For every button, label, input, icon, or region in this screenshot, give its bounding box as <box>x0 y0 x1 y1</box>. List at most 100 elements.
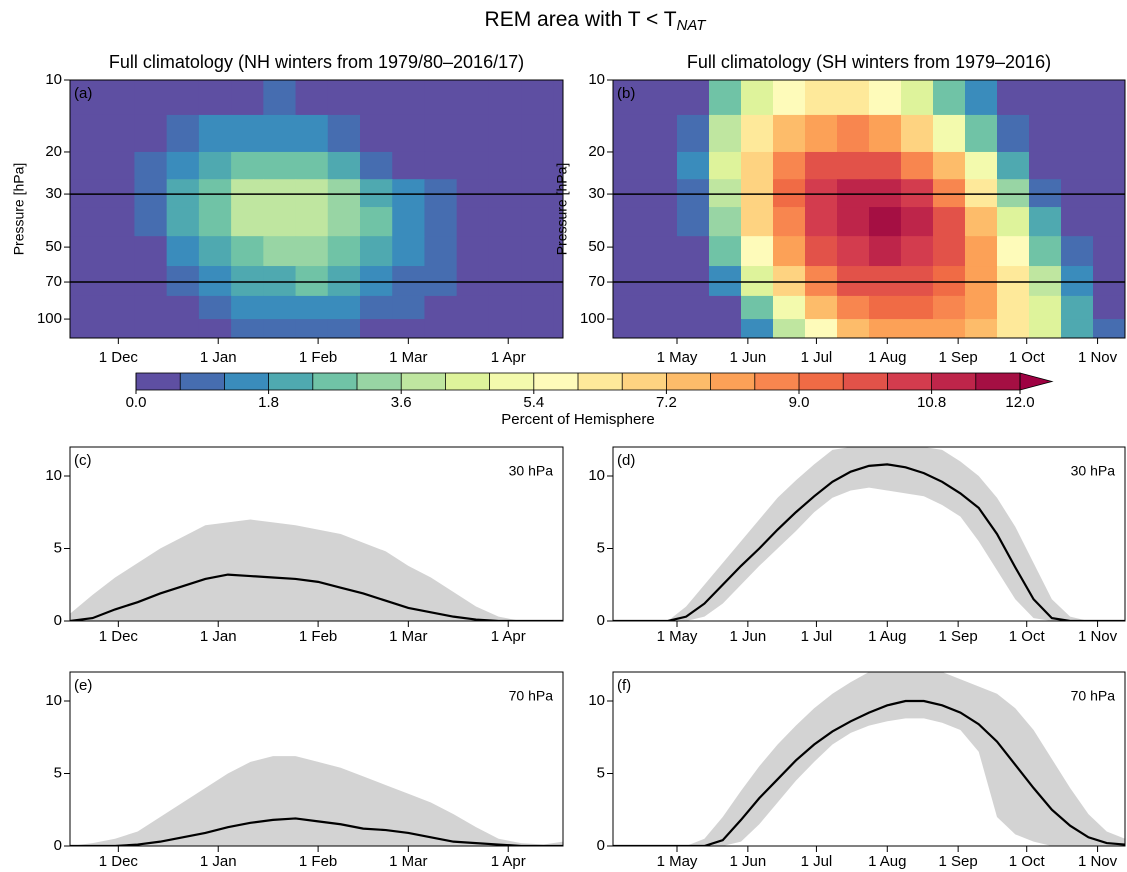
colorbar-band <box>357 373 402 390</box>
plot-area <box>613 447 1125 621</box>
panel-annotation: 30 hPa <box>1071 463 1116 479</box>
contour-cell <box>488 319 522 338</box>
contour-cell <box>198 151 232 180</box>
colorbar-tick-label: 7.2 <box>656 394 677 411</box>
contour-cell <box>965 319 998 338</box>
contour-cell <box>360 207 393 237</box>
contour-cell <box>521 295 554 320</box>
colorbar-tick-label: 12.0 <box>1005 394 1034 411</box>
contour-cell <box>741 319 774 338</box>
colorbar-band <box>136 373 181 390</box>
contour-cell <box>709 236 742 267</box>
contour-cell <box>997 236 1030 267</box>
contour-cell <box>456 207 490 237</box>
contour-cell <box>1093 114 1125 153</box>
contour-cell <box>231 151 264 180</box>
contour-cell <box>677 207 710 237</box>
y-tick-label: 10 <box>588 692 605 709</box>
x-tick-label: 1 Mar <box>389 853 427 870</box>
contour-cell <box>901 151 934 180</box>
contour-cell <box>709 80 742 116</box>
y-tick-label: 100 <box>37 310 62 327</box>
contour-cell <box>773 319 806 338</box>
x-tick-label: 1 Dec <box>99 349 139 366</box>
contour-cell <box>327 114 361 153</box>
y-tick-label: 50 <box>588 238 605 255</box>
colorbar-tick-label: 5.4 <box>523 394 544 411</box>
contour-cell <box>70 80 103 116</box>
contour-cell <box>869 266 902 297</box>
contour-cell <box>166 236 200 267</box>
contour-cell <box>134 266 168 297</box>
contour-cell <box>263 80 297 116</box>
contour-cell <box>488 80 522 116</box>
x-tick-label: 1 Feb <box>299 853 337 870</box>
contour-cell <box>456 295 490 320</box>
y-tick-label: 20 <box>588 143 605 160</box>
mean-line <box>70 817 563 846</box>
contour-cell <box>837 207 870 237</box>
contour-cell <box>102 207 136 237</box>
contour-cell <box>456 266 490 297</box>
contour-cell <box>263 266 297 297</box>
contour-cell <box>773 80 806 116</box>
contour-cell <box>424 151 458 180</box>
contour-cell <box>521 319 554 338</box>
x-tick-label: 1 May <box>657 349 698 366</box>
y-tick-label: 30 <box>588 185 605 202</box>
contour-cell <box>997 151 1030 180</box>
range-band <box>613 672 1125 846</box>
contour-cell <box>613 266 646 297</box>
contour-cell <box>231 80 264 116</box>
contour-cell <box>1029 319 1062 338</box>
contour-cell <box>392 295 426 320</box>
panel-annotation: 70 hPa <box>509 688 554 704</box>
plot-frame <box>612 671 1126 847</box>
x-tick-label: 1 Dec <box>99 853 139 870</box>
y-tick-label: 10 <box>588 71 605 88</box>
panel-label: (e) <box>74 677 92 694</box>
contour-cell <box>327 266 361 297</box>
contour-cell <box>295 266 329 297</box>
contour-cell <box>837 114 870 153</box>
contour-cell <box>521 236 554 267</box>
colorbar-band <box>445 373 490 390</box>
y-tick-label: 10 <box>45 467 62 484</box>
contour-cell <box>488 236 522 267</box>
plot-frame <box>69 671 564 847</box>
contour-cell <box>1061 266 1094 297</box>
contour-cell <box>837 236 870 267</box>
contour-cell <box>231 114 264 153</box>
contour-cell <box>102 80 136 116</box>
contour-cell <box>741 236 774 267</box>
plot-area <box>613 672 1125 846</box>
x-tick-label: 1 May <box>657 853 698 870</box>
x-tick-label: 1 Oct <box>1009 349 1046 366</box>
contour-cell <box>1061 295 1094 320</box>
y-tick-label: 0 <box>54 612 62 629</box>
contour-cell <box>613 114 646 153</box>
y-tick-label: 20 <box>45 143 62 160</box>
colorbar-band <box>799 373 844 390</box>
mean-line <box>613 463 1125 621</box>
panel-label: (b) <box>617 85 635 102</box>
colorbar-band <box>887 373 932 390</box>
panel-label: (d) <box>617 452 635 469</box>
contour-cell <box>645 236 678 267</box>
colorbar-label: Percent of Hemisphere <box>501 411 654 428</box>
contour-cell <box>102 266 136 297</box>
contour-cell <box>456 319 490 338</box>
contour-cell <box>102 319 136 338</box>
contour-cell <box>741 80 774 116</box>
contour-cell <box>933 266 966 297</box>
contour-cell <box>773 207 806 237</box>
contour-cell <box>102 295 136 320</box>
contour-cell <box>456 114 490 153</box>
contour-cell <box>360 114 393 153</box>
x-tick-label: 1 Apr <box>491 349 526 366</box>
contour-cell <box>613 80 646 116</box>
x-tick-label: 1 Aug <box>868 349 906 366</box>
x-tick-label: 1 Feb <box>299 628 337 645</box>
contour-cell <box>869 207 902 237</box>
contour-cell <box>70 151 103 180</box>
